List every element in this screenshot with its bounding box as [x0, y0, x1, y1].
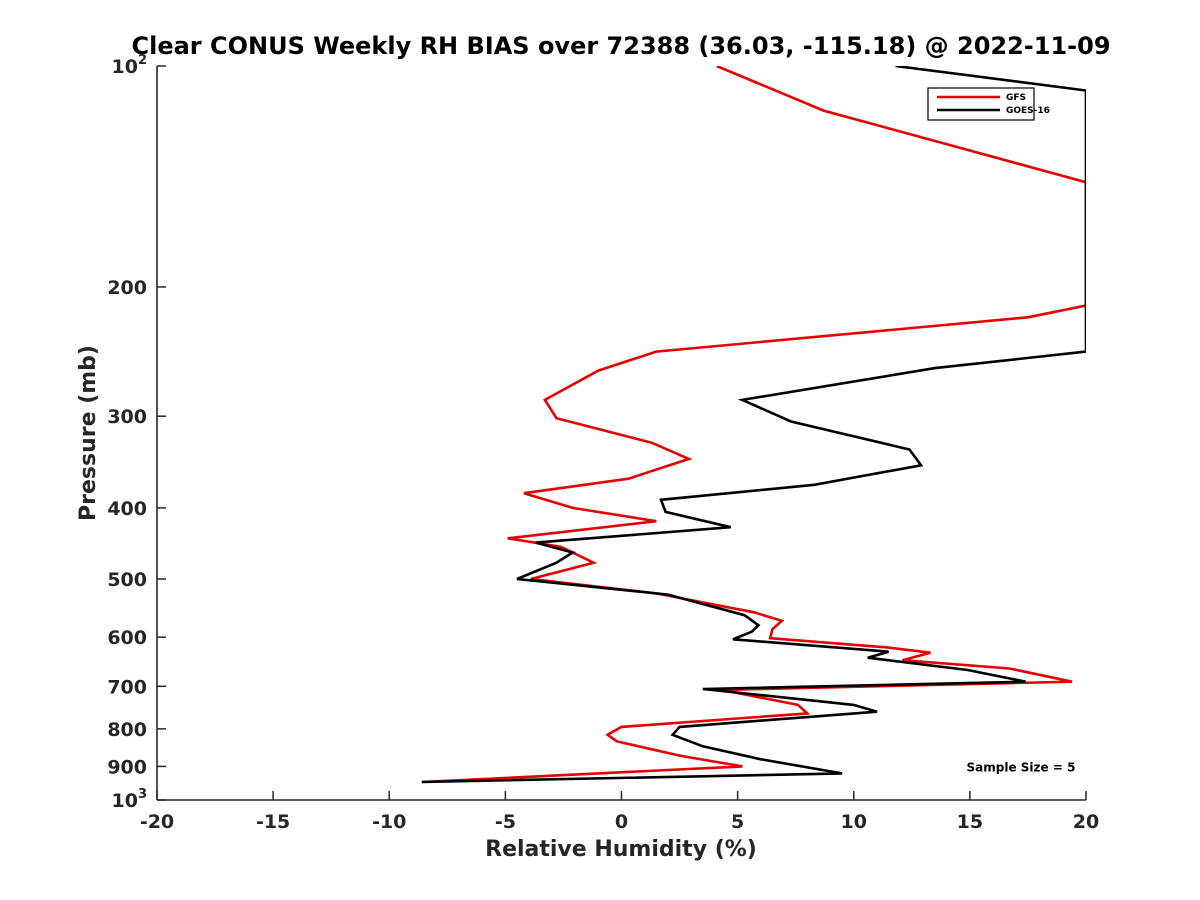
annotations: Sample Size = 5 — [967, 760, 1076, 774]
y-axis-label: Pressure (mb) — [76, 345, 101, 521]
y-tick-label: 102 — [112, 53, 148, 78]
x-tick-label: 5 — [731, 811, 744, 833]
y-tick-label: 800 — [107, 719, 147, 741]
y-tick-label: 200 — [107, 277, 147, 299]
y-tick-label: 400 — [107, 498, 147, 520]
y-tick-label: 103 — [112, 787, 148, 812]
y-tick-label: 700 — [107, 676, 147, 698]
y-tick-label: 500 — [107, 569, 147, 591]
x-tick-label: -10 — [372, 811, 406, 833]
x-tick-label: 20 — [1073, 811, 1099, 833]
series-layer — [421, 66, 1086, 784]
y-tick-label: 300 — [107, 406, 147, 428]
x-tick-label: -15 — [256, 811, 290, 833]
x-tick-label: 15 — [957, 811, 983, 833]
x-tick-label: 10 — [841, 811, 867, 833]
series-line-goes-16 — [421, 66, 1086, 784]
y-tick-label: 900 — [107, 756, 147, 778]
legend: GFS GOES-16 — [927, 87, 1050, 121]
x-tick-label: 0 — [615, 811, 628, 833]
legend-label-gfs: GFS — [1006, 93, 1026, 103]
chart-title: Clear CONUS Weekly RH BIAS over 72388 (3… — [131, 32, 1110, 60]
x-axis-label: Relative Humidity (%) — [485, 837, 757, 862]
legend-label-goes-16: GOES-16 — [1006, 106, 1050, 116]
x-tick-label: -20 — [140, 811, 174, 833]
sample-size-annotation: Sample Size = 5 — [967, 760, 1076, 774]
axes-layer: -20 -15 -10 -5 0 5 10 15 20 102 200 300 400 500 600 700… — [107, 53, 1099, 833]
legend-box — [927, 87, 1035, 121]
x-tick-label: -5 — [495, 811, 516, 833]
y-tick-label: 600 — [107, 627, 147, 649]
